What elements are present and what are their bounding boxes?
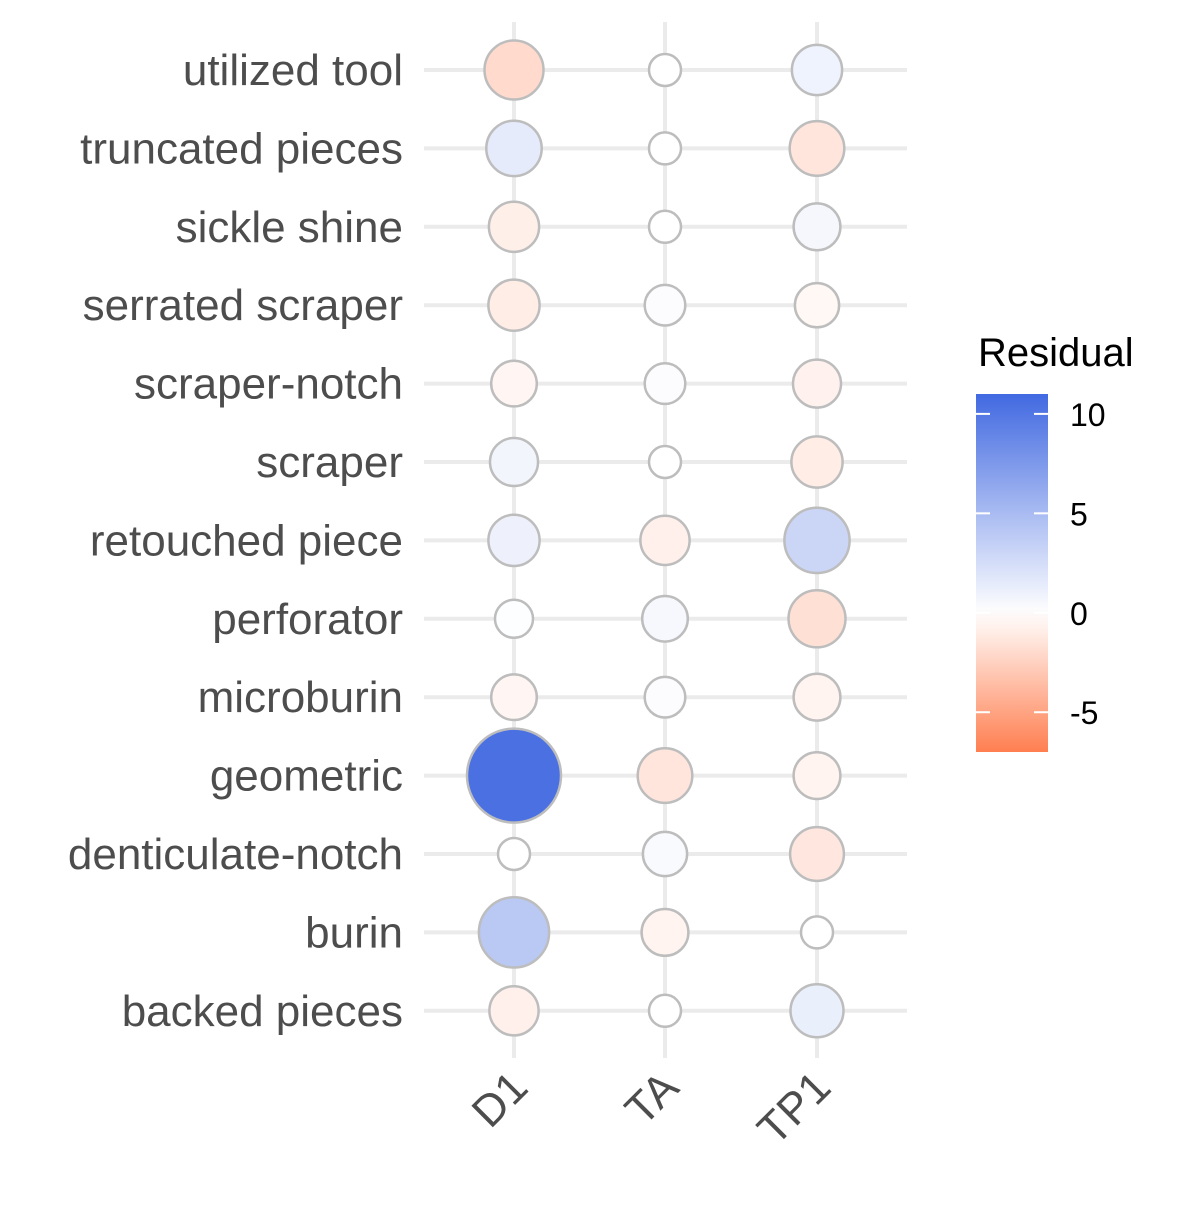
bubble-point: [640, 594, 690, 643]
bubble-point: [640, 907, 690, 958]
legend: Residual 10 5 0 -5: [976, 331, 1134, 752]
bubble-point: [647, 131, 683, 166]
legend-ticks: 10 5 0 -5: [976, 397, 1106, 731]
bubble-point: [639, 514, 691, 567]
x-tick-label: TA: [616, 1062, 689, 1135]
x-tick-label: D1: [463, 1062, 537, 1136]
bubble-point: [496, 836, 532, 872]
bubble-point: [788, 119, 846, 177]
legend-tick-label: 5: [1070, 496, 1088, 532]
bubble-point: [487, 278, 541, 333]
bubble-point: [465, 727, 563, 824]
bubble-point: [636, 747, 694, 805]
legend-tick-label: 10: [1070, 397, 1106, 433]
bubble-point: [647, 993, 683, 1029]
bubble-point: [488, 984, 540, 1037]
bubble-point: [483, 39, 545, 101]
bubble-point: [489, 359, 539, 408]
y-tick-label: scraper-notch: [134, 360, 403, 409]
bubble-point: [788, 825, 846, 883]
y-tick-label: microburin: [198, 673, 403, 722]
bubble-point: [647, 209, 683, 245]
bubble-point: [790, 435, 844, 489]
bubble-point: [493, 598, 535, 640]
bubbles: [465, 39, 851, 1039]
bubble-point: [487, 513, 541, 568]
bubble-point: [792, 750, 842, 801]
y-tick-label: utilized tool: [183, 46, 403, 95]
y-axis-labels: utilized tool truncated pieces sickle shin…: [68, 46, 403, 1036]
x-axis-labels: D1 TA TP1: [463, 1062, 840, 1154]
bubble-point: [792, 672, 842, 722]
y-tick-label: serrated scraper: [83, 281, 403, 330]
y-tick-label: backed pieces: [122, 987, 403, 1036]
bubble-point: [641, 830, 689, 878]
y-tick-label: denticulate-notch: [68, 830, 403, 879]
bubble-point: [791, 358, 843, 409]
bubble-point: [485, 119, 543, 178]
bubble-point: [790, 43, 844, 97]
y-tick-label: sickle shine: [176, 203, 403, 252]
bubble-point: [489, 673, 539, 722]
bubble-point: [487, 200, 541, 254]
y-tick-label: truncated pieces: [80, 124, 403, 173]
bubble-point: [647, 444, 683, 480]
bubble-point: [799, 915, 835, 950]
y-tick-label: retouched piece: [90, 516, 403, 565]
bubble-point: [477, 896, 551, 969]
y-tick-label: scraper: [256, 438, 403, 487]
y-tick-label: burin: [305, 908, 403, 957]
y-tick-label: geometric: [210, 752, 403, 801]
bubble-point: [643, 283, 687, 327]
bubble-point: [783, 506, 851, 575]
legend-tick-label: -5: [1070, 695, 1098, 731]
y-tick-label: perforator: [212, 595, 403, 644]
bubble-point: [647, 52, 683, 88]
bubble-point: [793, 281, 841, 329]
bubble-point: [643, 362, 687, 406]
bubble-point: [787, 589, 847, 649]
x-tick-label: TP1: [748, 1062, 840, 1154]
bubble-point: [643, 675, 687, 719]
legend-tick-label: 0: [1070, 596, 1088, 632]
bubble-point: [789, 983, 845, 1039]
bubble-point: [488, 436, 540, 488]
legend-colorbar: [976, 394, 1048, 752]
legend-title: Residual: [978, 331, 1134, 375]
bubble-point: [792, 202, 842, 252]
